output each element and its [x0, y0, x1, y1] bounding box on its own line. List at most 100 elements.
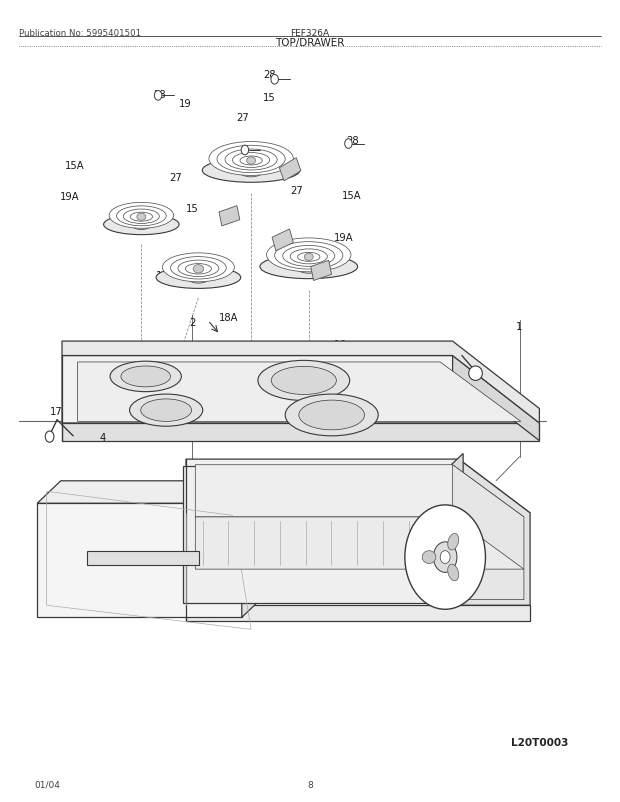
- Text: 28: 28: [236, 146, 248, 156]
- Ellipse shape: [260, 255, 358, 279]
- Text: 19: 19: [179, 99, 191, 109]
- Text: 18: 18: [446, 345, 459, 354]
- Polygon shape: [62, 423, 539, 441]
- Polygon shape: [453, 356, 539, 441]
- Ellipse shape: [45, 431, 54, 443]
- Ellipse shape: [469, 367, 482, 381]
- Polygon shape: [186, 460, 530, 513]
- Text: 27: 27: [237, 113, 249, 123]
- Text: 27: 27: [316, 264, 329, 273]
- Polygon shape: [37, 481, 265, 504]
- Text: FEF326A: FEF326A: [290, 29, 330, 38]
- Polygon shape: [242, 481, 265, 618]
- Ellipse shape: [141, 399, 192, 422]
- Text: 19A: 19A: [60, 192, 79, 201]
- Ellipse shape: [448, 565, 459, 581]
- Polygon shape: [62, 342, 539, 423]
- Ellipse shape: [272, 367, 336, 395]
- Ellipse shape: [178, 261, 219, 277]
- Ellipse shape: [271, 75, 278, 85]
- Ellipse shape: [299, 400, 365, 430]
- Polygon shape: [78, 363, 521, 422]
- Text: 19: 19: [156, 271, 169, 281]
- Polygon shape: [195, 465, 524, 517]
- Ellipse shape: [433, 542, 457, 573]
- Ellipse shape: [156, 267, 241, 289]
- Polygon shape: [183, 467, 450, 603]
- Text: 28: 28: [264, 70, 276, 79]
- Ellipse shape: [117, 207, 166, 226]
- Ellipse shape: [304, 254, 313, 261]
- Polygon shape: [62, 356, 539, 423]
- Polygon shape: [87, 552, 200, 565]
- Ellipse shape: [104, 215, 179, 235]
- Ellipse shape: [130, 213, 153, 222]
- Ellipse shape: [247, 158, 255, 165]
- Ellipse shape: [225, 150, 277, 171]
- Text: 17: 17: [50, 407, 62, 416]
- Ellipse shape: [137, 214, 146, 221]
- Ellipse shape: [217, 146, 285, 173]
- Text: 18A: 18A: [218, 313, 238, 322]
- Ellipse shape: [240, 157, 262, 166]
- Ellipse shape: [440, 551, 450, 564]
- Text: 16: 16: [334, 340, 346, 350]
- Text: L20T0003: L20T0003: [511, 737, 568, 747]
- Ellipse shape: [193, 265, 203, 273]
- Ellipse shape: [123, 210, 159, 225]
- Text: 15A: 15A: [342, 191, 362, 200]
- Ellipse shape: [283, 246, 335, 267]
- Ellipse shape: [298, 253, 320, 262]
- Text: 19A: 19A: [334, 233, 353, 243]
- Ellipse shape: [290, 249, 327, 265]
- Text: eReplacementParts.com: eReplacementParts.com: [201, 388, 320, 398]
- Ellipse shape: [232, 153, 270, 168]
- Polygon shape: [195, 517, 524, 569]
- Text: 15A: 15A: [64, 161, 84, 171]
- Ellipse shape: [267, 239, 351, 273]
- Ellipse shape: [238, 164, 264, 177]
- Text: Publication No: 5995401501: Publication No: 5995401501: [19, 29, 141, 38]
- Ellipse shape: [285, 395, 378, 436]
- Ellipse shape: [258, 361, 350, 401]
- Text: 2: 2: [189, 318, 195, 327]
- Ellipse shape: [131, 220, 151, 230]
- Ellipse shape: [275, 242, 343, 269]
- Text: 15: 15: [186, 204, 198, 213]
- Text: 7: 7: [443, 494, 449, 504]
- Ellipse shape: [154, 91, 162, 101]
- Text: 01/04: 01/04: [34, 780, 60, 789]
- Ellipse shape: [448, 534, 459, 550]
- Polygon shape: [219, 206, 240, 227]
- Text: 27: 27: [169, 173, 182, 183]
- Text: 15: 15: [264, 93, 276, 103]
- Ellipse shape: [209, 143, 293, 176]
- Ellipse shape: [296, 261, 322, 273]
- Polygon shape: [453, 465, 524, 600]
- Text: 1: 1: [516, 322, 523, 331]
- Ellipse shape: [170, 257, 226, 280]
- Text: 8: 8: [307, 780, 313, 789]
- Polygon shape: [459, 460, 530, 606]
- Polygon shape: [272, 229, 293, 252]
- Ellipse shape: [422, 551, 436, 564]
- Polygon shape: [37, 504, 242, 618]
- Ellipse shape: [202, 159, 300, 183]
- Text: 28: 28: [346, 136, 358, 145]
- Ellipse shape: [185, 264, 211, 274]
- Text: 4: 4: [99, 433, 105, 443]
- Polygon shape: [311, 261, 332, 282]
- Ellipse shape: [345, 140, 352, 149]
- Ellipse shape: [162, 253, 234, 282]
- Ellipse shape: [241, 146, 249, 156]
- Polygon shape: [280, 159, 301, 181]
- Ellipse shape: [109, 203, 174, 229]
- Polygon shape: [450, 454, 463, 603]
- Ellipse shape: [130, 395, 203, 427]
- Ellipse shape: [110, 362, 182, 392]
- Text: TOP/DRAWER: TOP/DRAWER: [275, 38, 345, 47]
- Text: 27: 27: [290, 186, 303, 196]
- Text: 28: 28: [154, 90, 166, 99]
- Ellipse shape: [121, 367, 170, 387]
- Ellipse shape: [405, 505, 485, 610]
